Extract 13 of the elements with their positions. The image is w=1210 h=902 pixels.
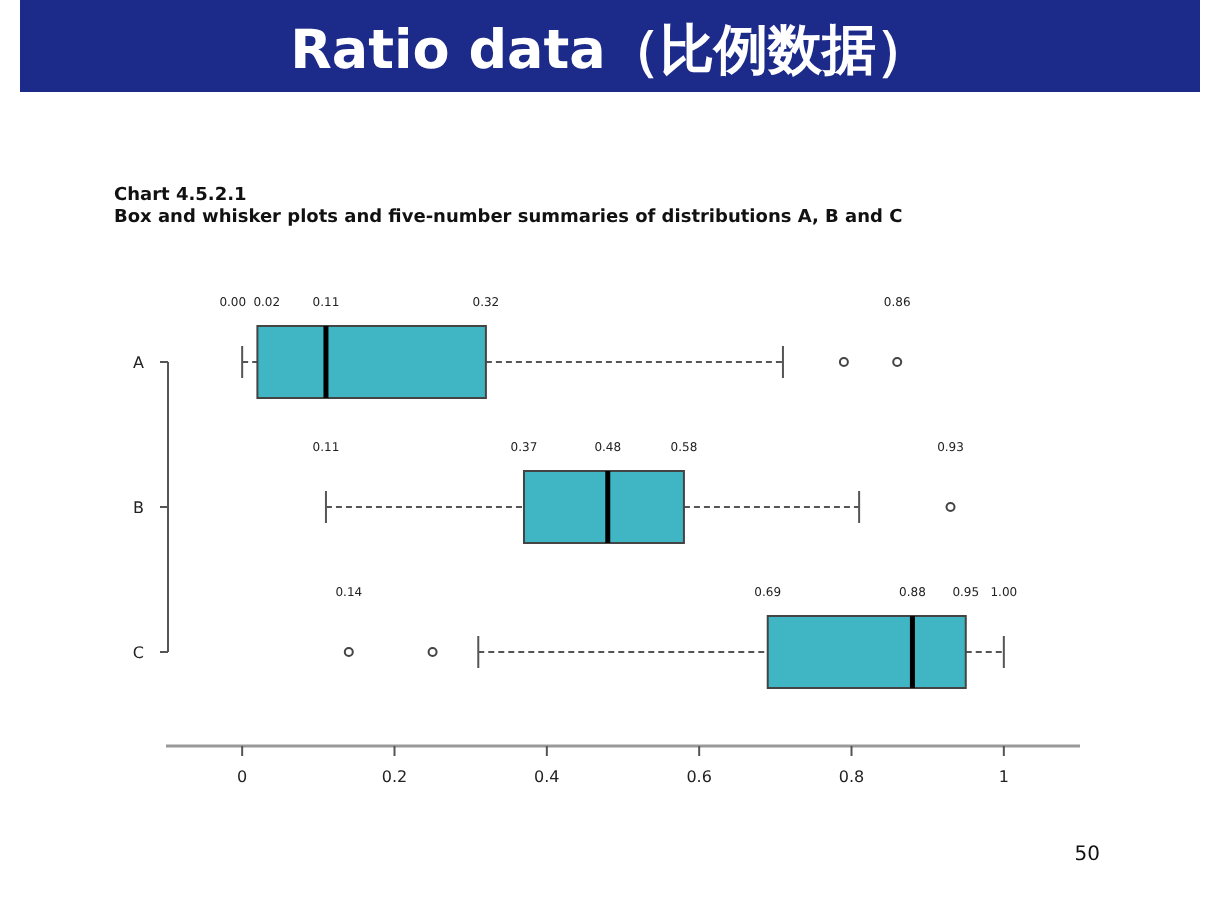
x-tick-label: 0.2 xyxy=(381,768,408,786)
text: 50 xyxy=(1074,844,1100,866)
y-tick-label: C xyxy=(132,644,145,662)
y-tick-label: B xyxy=(133,499,144,517)
chart-title: Ratio data（比例数据） xyxy=(290,20,930,82)
text: Box and whisker plots and five-number summaries of distributions A, B and C xyxy=(114,208,904,228)
x-tick-label: 1 xyxy=(998,768,1009,786)
x-tick-label: 0.4 xyxy=(534,768,560,786)
x-tick-label: 0 xyxy=(237,768,248,786)
y-tick-label: A xyxy=(133,354,146,372)
x-tick-label: 0.8 xyxy=(838,768,865,786)
x-tick-label: 0.6 xyxy=(686,768,712,786)
chart-subtitle: Chart 4.5.2.1 xyxy=(114,186,247,206)
